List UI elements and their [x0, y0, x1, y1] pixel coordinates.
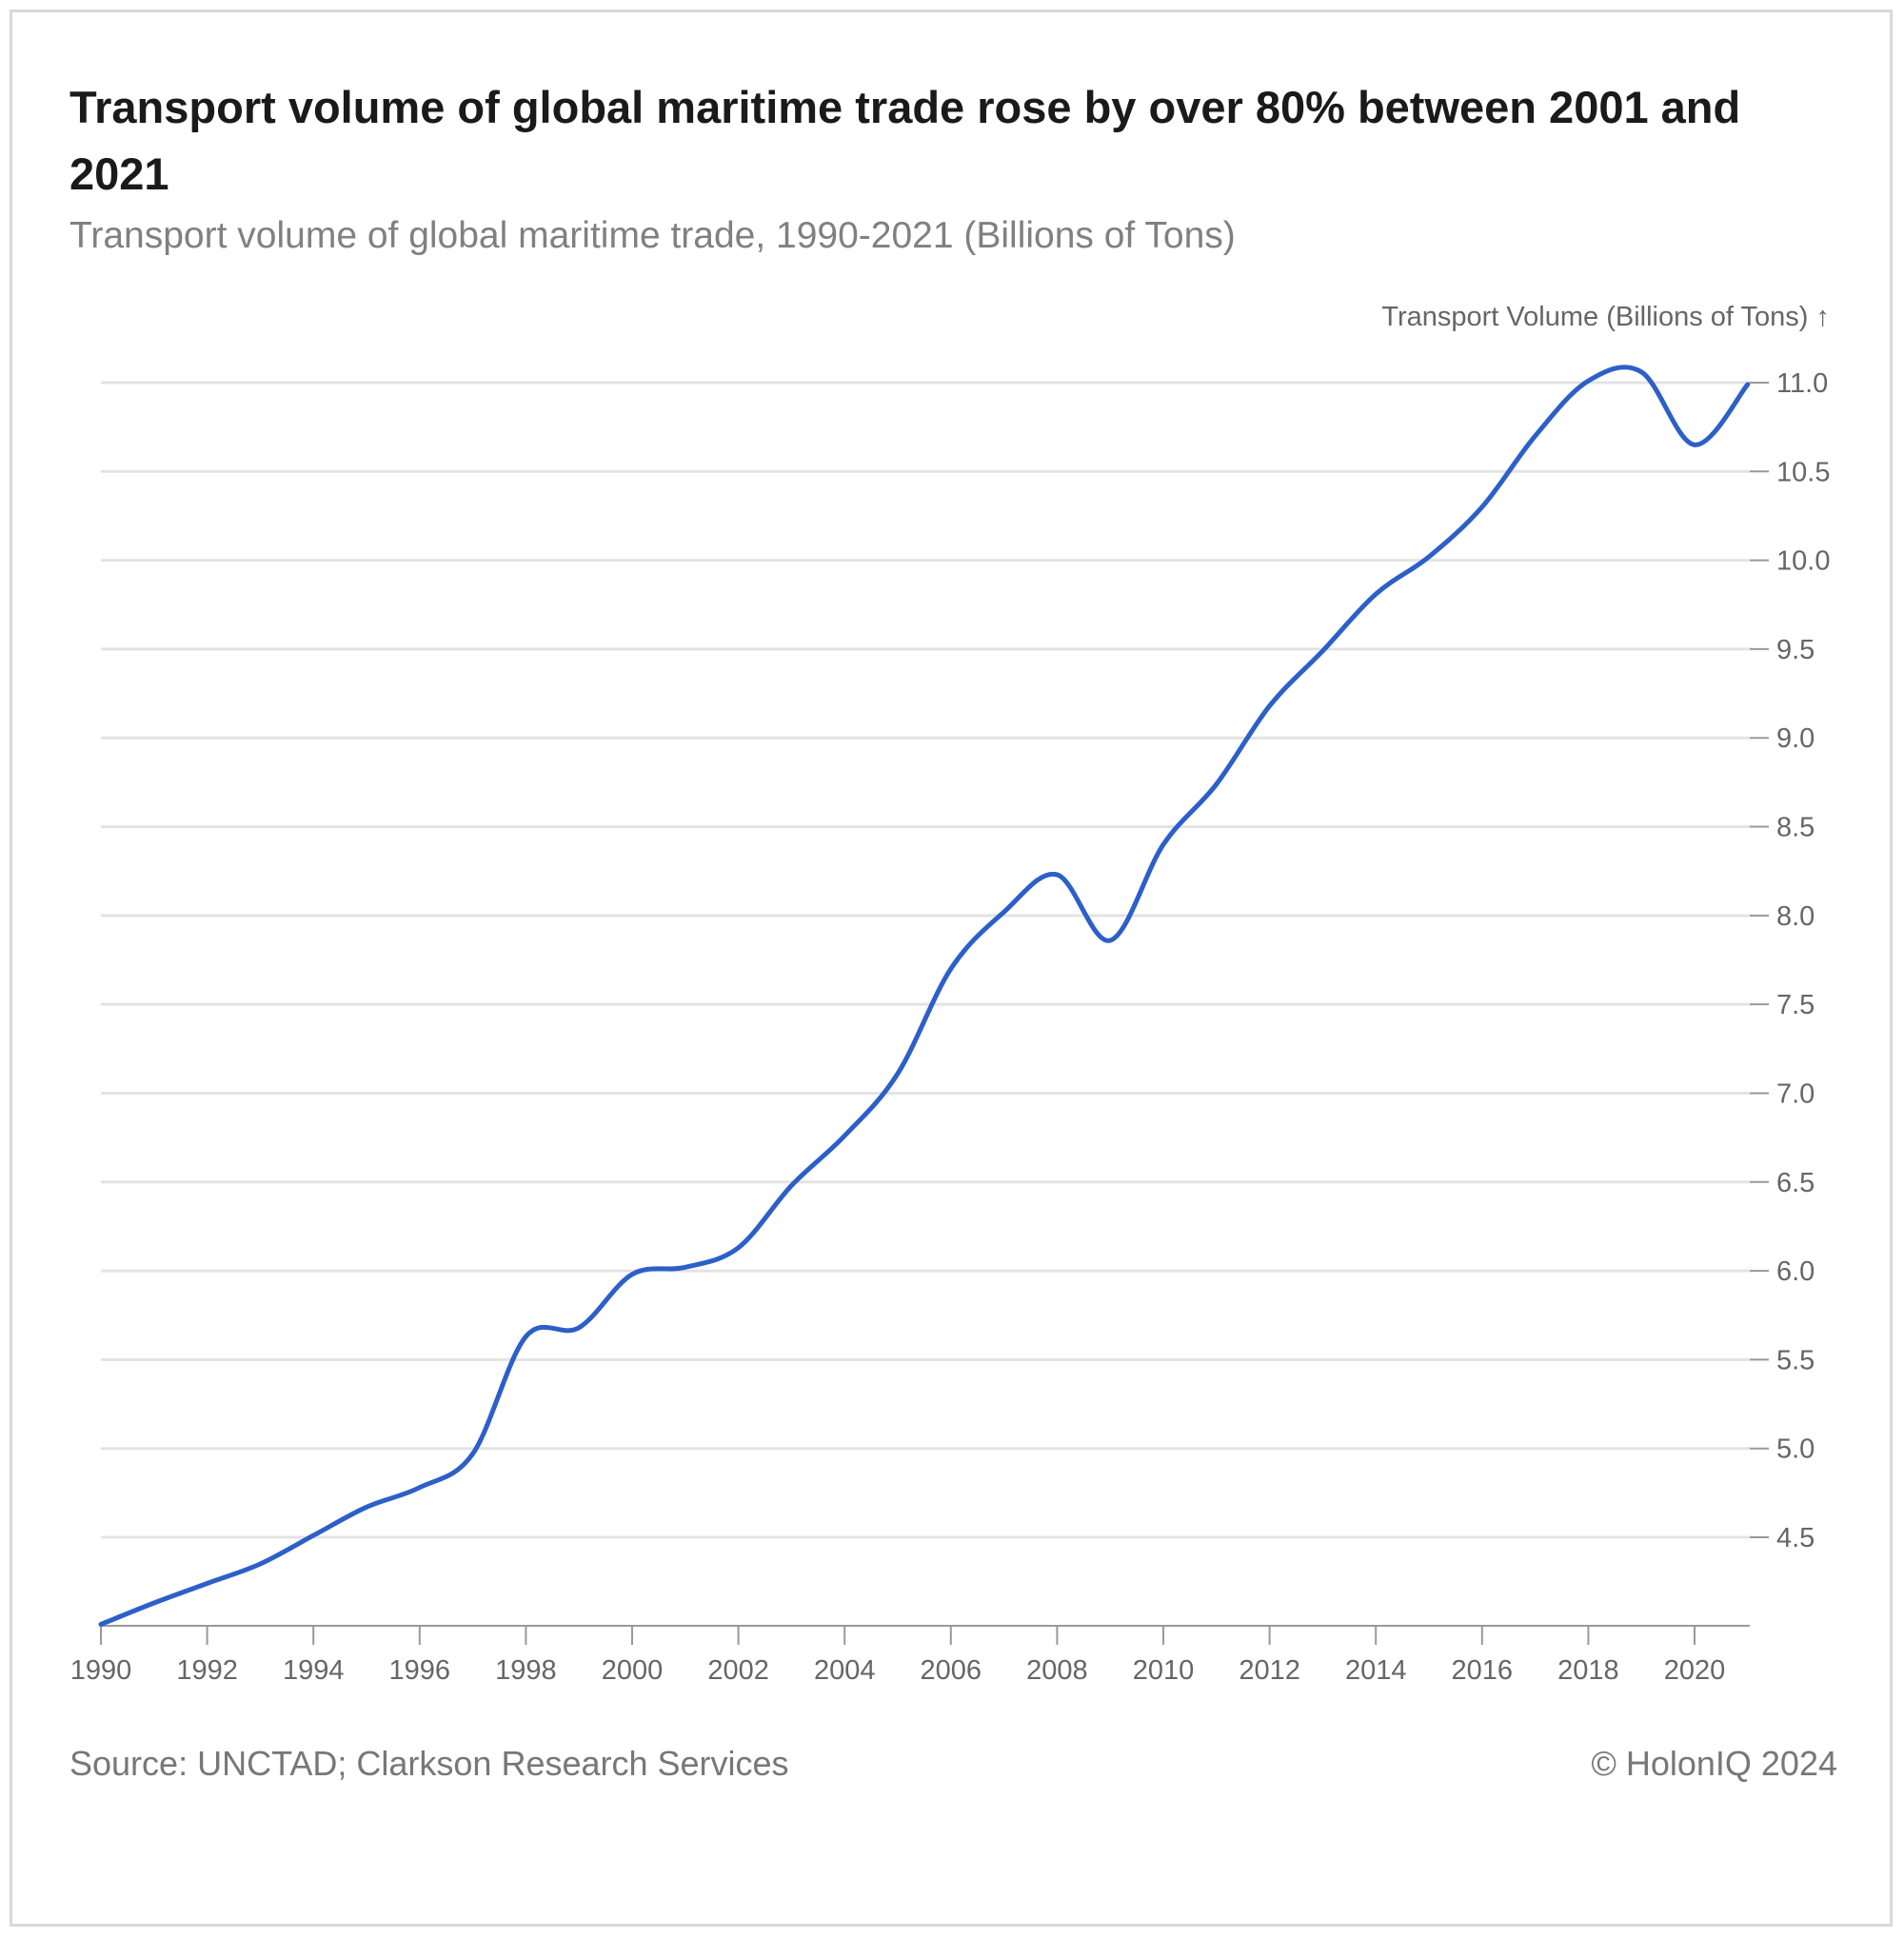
x-tick-label: 1998: [495, 1655, 557, 1686]
y-tick-label: 7.5: [1776, 990, 1815, 1020]
line-chart: 4.5 5.0 5.5 6.0 6.5 7.0 7.5 8.0 8.5 9.0 9.5 10.0 10.…: [70, 302, 1831, 1686]
y-tick-label: 10.5: [1776, 457, 1830, 487]
y-tick-label: 4.5: [1776, 1523, 1815, 1553]
x-tick-label: 2000: [602, 1655, 664, 1686]
y-tick-label: 9.5: [1776, 635, 1815, 665]
y-axis-label: Transport Volume (Billions of Tons) ↑: [1381, 302, 1830, 332]
x-tick-label: 1992: [176, 1655, 238, 1686]
x-tick-label: 2012: [1239, 1655, 1300, 1686]
source-note: Source: UNCTAD; Clarkson Research Servic…: [69, 1744, 789, 1783]
y-tick-label: 6.0: [1776, 1256, 1815, 1287]
x-tick-label: 2006: [921, 1655, 982, 1686]
y-tick-label: 8.0: [1776, 901, 1815, 932]
x-tick-label: 2002: [707, 1655, 769, 1686]
x-tick-label: 2008: [1026, 1655, 1088, 1686]
x-axis: 1990 1992 1994 1996 1998 2000 2002 2004 2006 2008…: [70, 1625, 1750, 1686]
y-tick-label: 5.5: [1776, 1345, 1815, 1375]
x-tick-label: 2010: [1133, 1655, 1195, 1686]
y-axis: 4.5 5.0 5.5 6.0 6.5 7.0 7.5 8.0 8.5 9.0 9.5 10.0 10.…: [1750, 368, 1830, 1553]
y-tick-label: 9.0: [1776, 723, 1815, 754]
x-tick-label: 2014: [1345, 1655, 1407, 1686]
y-tick-label: 6.5: [1776, 1168, 1815, 1198]
x-tick-label: 2018: [1557, 1655, 1619, 1686]
x-tick-label: 2004: [814, 1655, 876, 1686]
y-tick-label: 10.0: [1776, 546, 1830, 577]
copyright: © HolonIQ 2024: [1591, 1744, 1837, 1783]
gridlines: [101, 381, 1750, 1539]
x-tick-label: 2020: [1664, 1655, 1726, 1686]
series-line: [98, 365, 1751, 1627]
x-tick-label: 1996: [389, 1655, 451, 1686]
chart-title: Transport volume of global maritime trad…: [69, 82, 1741, 199]
y-tick-label: 5.0: [1776, 1434, 1815, 1465]
y-tick-label: 11.0: [1776, 368, 1828, 399]
y-tick-label: 8.5: [1776, 813, 1815, 843]
x-tick-label: 2016: [1452, 1655, 1514, 1686]
x-tick-label: 1994: [283, 1655, 345, 1686]
y-tick-label: 7.0: [1776, 1078, 1815, 1109]
x-tick-label: 1990: [70, 1655, 132, 1686]
chart-subtitle: Transport volume of global maritime trad…: [69, 215, 1236, 256]
